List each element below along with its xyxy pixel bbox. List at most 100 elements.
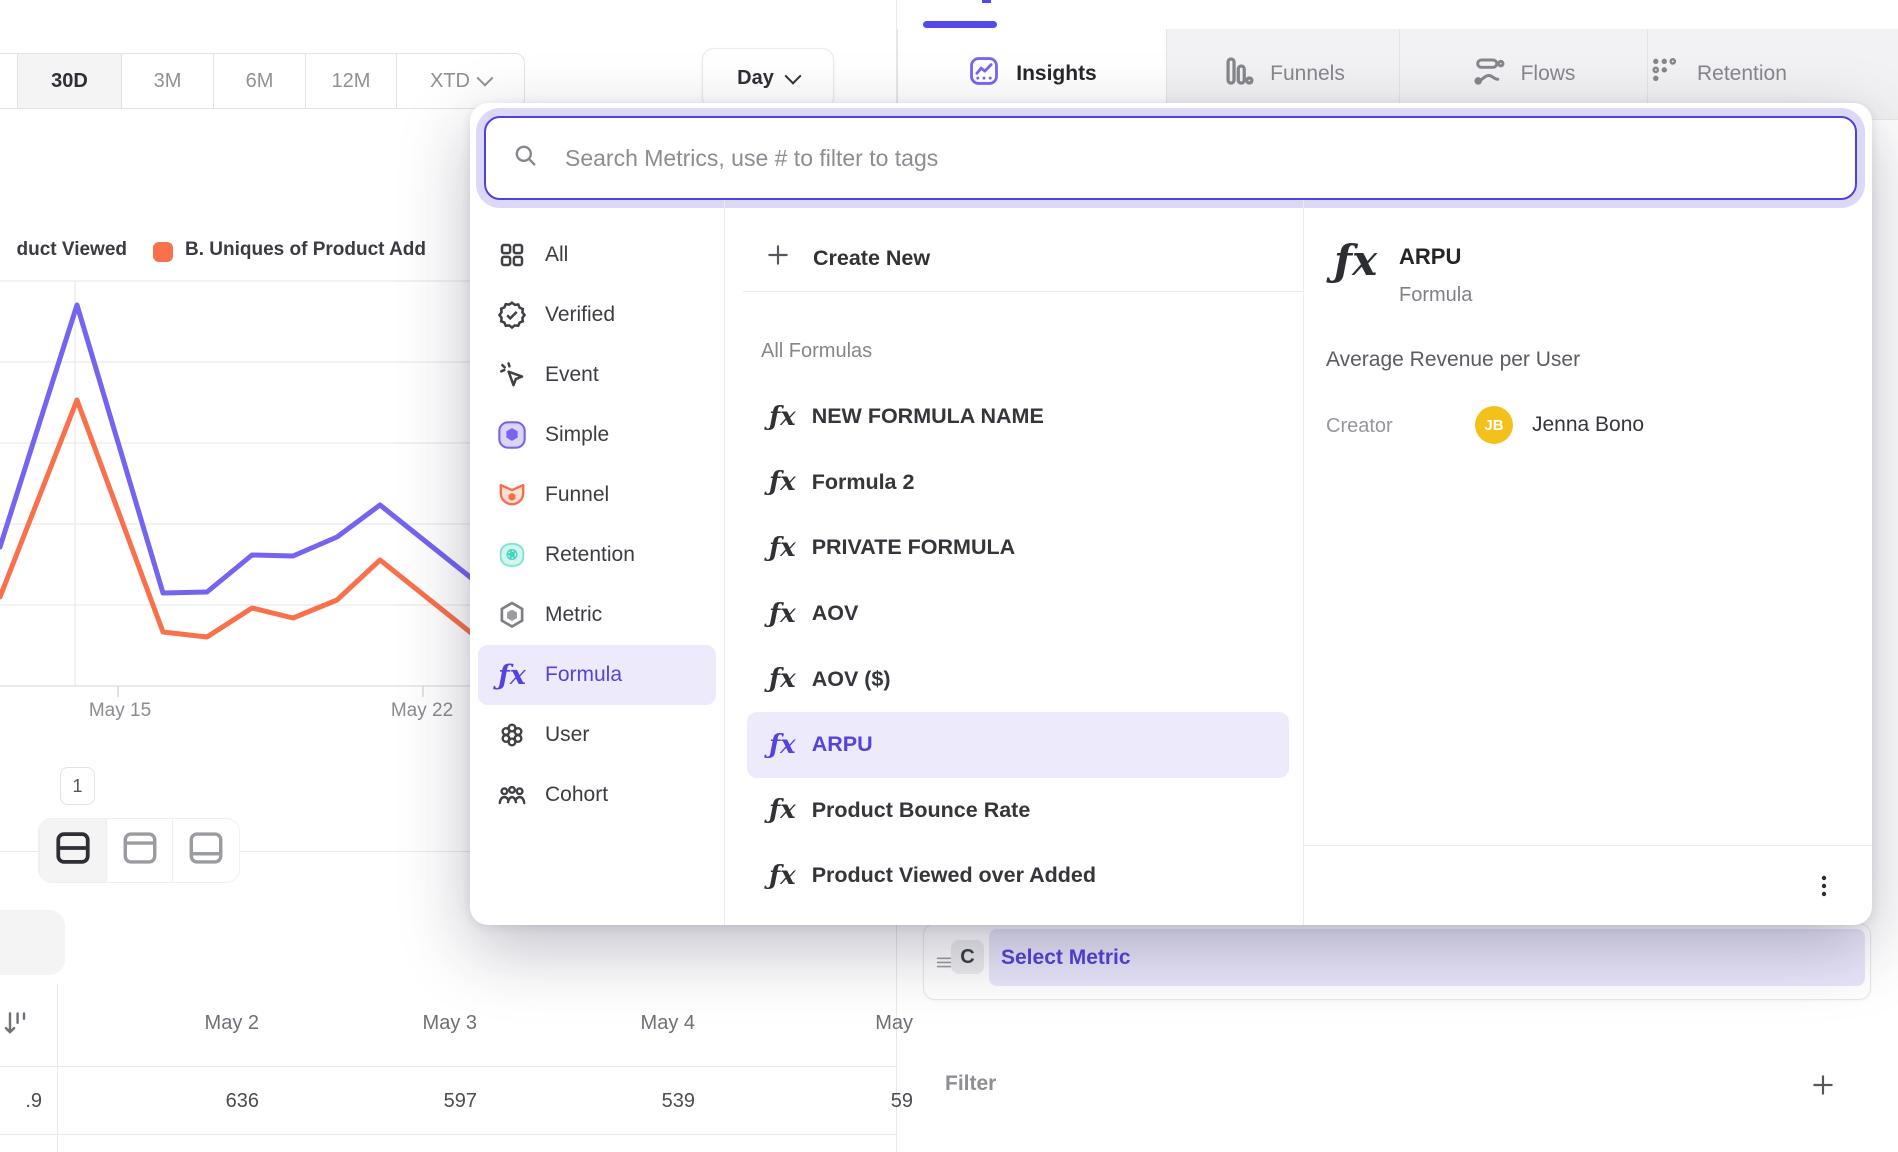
create-new-divider xyxy=(743,291,1303,292)
legend-item-a[interactable]: duct Viewed xyxy=(16,239,127,260)
metric-detail-panel: ƒx ARPU Formula Average Revenue per User… xyxy=(1304,200,1872,925)
table-row: 636 597 539 59 xyxy=(57,1090,929,1113)
sidebar-item[interactable]: All xyxy=(478,225,716,285)
sidebar-item-label: Funnel xyxy=(545,483,610,506)
legend-item-b[interactable]: B. Uniques of Product Add xyxy=(185,239,427,260)
sidebar-item-label: Event xyxy=(545,363,599,386)
sidebar-item[interactable]: ƒx Formula xyxy=(478,645,716,705)
metrics-picker-modal: All Verified Event Simple Funnel xyxy=(470,103,1872,925)
table-column-divider xyxy=(57,984,58,1152)
retention-dots-icon xyxy=(1648,54,1682,94)
formula-list-item[interactable]: ƒx AOV xyxy=(747,581,1289,647)
sort-descending-icon[interactable] xyxy=(3,1006,31,1047)
sidebar-item-label: Formula xyxy=(545,663,623,686)
granularity-dropdown[interactable]: Day xyxy=(702,48,834,109)
table-cell: 539 xyxy=(661,1090,695,1112)
table-cell: 597 xyxy=(443,1090,477,1112)
user-flower-icon xyxy=(495,718,529,752)
formula-fx-icon-large: ƒx xyxy=(1334,236,1378,285)
add-filter-button[interactable] xyxy=(1810,1072,1836,1103)
report-tab-label: Retention xyxy=(1697,62,1787,85)
formula-list-item[interactable]: ƒx PRIVATE FORMULA xyxy=(747,515,1289,581)
search-icon xyxy=(512,142,539,174)
sidebar-item[interactable]: Funnel xyxy=(478,465,716,525)
sidebar-item-label: Metric xyxy=(545,603,603,626)
formula-list-column: Create New All Formulas ƒx NEW FORMULA N… xyxy=(724,200,1304,925)
flows-wave-icon xyxy=(1472,54,1506,94)
layout-toggle-button[interactable] xyxy=(105,819,173,882)
time-range-6m[interactable]: 6M xyxy=(213,54,305,108)
layout-toggle-button[interactable] xyxy=(39,819,106,882)
search-input[interactable] xyxy=(563,143,1829,173)
table-column-header[interactable]: May 2 xyxy=(204,1012,259,1034)
formula-list-item[interactable]: ƒx Formula 2 xyxy=(747,450,1289,516)
funnel-badge-icon xyxy=(495,478,529,512)
pagination-page-1[interactable]: 1 xyxy=(60,767,95,805)
time-range-3m[interactable]: 3M xyxy=(121,54,213,108)
formula-item-label: Product Viewed over Added xyxy=(811,863,1097,888)
table-column-header[interactable]: May 3 xyxy=(422,1012,477,1034)
table-column-header[interactable]: May xyxy=(875,1012,913,1034)
table-column-header[interactable]: May 4 xyxy=(640,1012,695,1034)
retention-badge-icon xyxy=(495,538,529,572)
formula-item-label: NEW FORMULA NAME xyxy=(811,404,1044,429)
collapsed-side-tab[interactable] xyxy=(0,910,65,975)
sidebar-item[interactable]: Event xyxy=(478,345,716,405)
detail-title: ARPU xyxy=(1399,244,1462,269)
legend-swatch-b xyxy=(153,242,173,262)
formula-list-item[interactable]: ƒx Product Viewed over Added xyxy=(747,843,1289,909)
create-new-button[interactable]: Create New xyxy=(725,233,930,283)
formula-fx-icon: ƒx xyxy=(769,401,796,432)
table-row-divider xyxy=(0,1066,896,1067)
time-range-stub[interactable] xyxy=(0,54,17,108)
simple-badge-icon xyxy=(495,418,529,452)
funnels-bars-icon xyxy=(1221,54,1255,94)
formula-fx-icon: ƒx xyxy=(769,860,796,891)
sidebar-item[interactable]: Metric xyxy=(478,585,716,645)
verified-seal-icon xyxy=(495,298,529,332)
formula-item-label: PRIVATE FORMULA xyxy=(811,535,1016,560)
metric-hexagon-icon xyxy=(495,598,529,632)
time-range-selector: 30D 3M 6M 12M XTD xyxy=(0,53,525,109)
formula-list-item[interactable]: ƒx Product Bounce Rate xyxy=(747,778,1289,844)
drag-handle-icon[interactable] xyxy=(933,951,955,978)
sidebar-item[interactable]: User xyxy=(478,705,716,765)
formula-list-item[interactable]: ƒx NEW FORMULA NAME xyxy=(747,384,1289,450)
chevron-down-icon xyxy=(784,67,802,85)
report-tab[interactable]: Funnels xyxy=(1166,29,1399,119)
chart-line-b xyxy=(0,397,560,707)
grid-icon xyxy=(495,238,529,272)
sidebar-item[interactable]: Simple xyxy=(478,405,716,465)
sidebar-item-label: Verified xyxy=(545,303,616,326)
sidebar-item[interactable]: Cohort xyxy=(478,765,716,825)
report-tab[interactable]: Flows xyxy=(1399,29,1647,119)
sidebar-item-label: Retention xyxy=(545,543,635,566)
sidebar-item[interactable]: Retention xyxy=(478,525,716,585)
event-cursor-icon xyxy=(495,358,529,392)
layout-toggle-button[interactable] xyxy=(172,819,239,882)
table-header-row: May 2 May 3 May 4 May xyxy=(57,1012,929,1035)
sidebar-item-label: All xyxy=(545,243,569,266)
detail-type-label: Formula xyxy=(1399,284,1473,306)
kebab-menu-icon[interactable] xyxy=(1812,872,1836,905)
clause-letter-badge: C xyxy=(951,940,984,974)
select-metric-button[interactable]: Select Metric xyxy=(989,929,1865,986)
time-range-12m[interactable]: 12M xyxy=(305,54,396,108)
filter-section-label: Filter xyxy=(945,1072,997,1095)
select-metric-label: Select Metric xyxy=(1001,945,1131,969)
formula-item-label: Formula 2 xyxy=(811,469,915,494)
formula-list-item[interactable]: ƒx ARPU xyxy=(747,711,1289,778)
metrics-search-field[interactable] xyxy=(484,116,1857,200)
report-tab-label: Flows xyxy=(1520,62,1576,85)
report-tab[interactable]: Retention xyxy=(1647,29,1787,119)
sidebar-item[interactable]: Verified xyxy=(478,285,716,345)
time-range-30d[interactable]: 30D xyxy=(17,54,121,108)
formula-fx-icon: ƒx xyxy=(769,467,796,498)
sidebar-item-label: Simple xyxy=(545,423,610,446)
formula-list-item[interactable]: ƒx AOV ($) xyxy=(747,646,1289,712)
time-range-xtd[interactable]: XTD xyxy=(396,54,524,108)
layout-top-icon xyxy=(120,830,160,871)
x-axis-label-may15: May 15 xyxy=(88,700,152,721)
table-row-label: .9 xyxy=(25,1090,42,1112)
